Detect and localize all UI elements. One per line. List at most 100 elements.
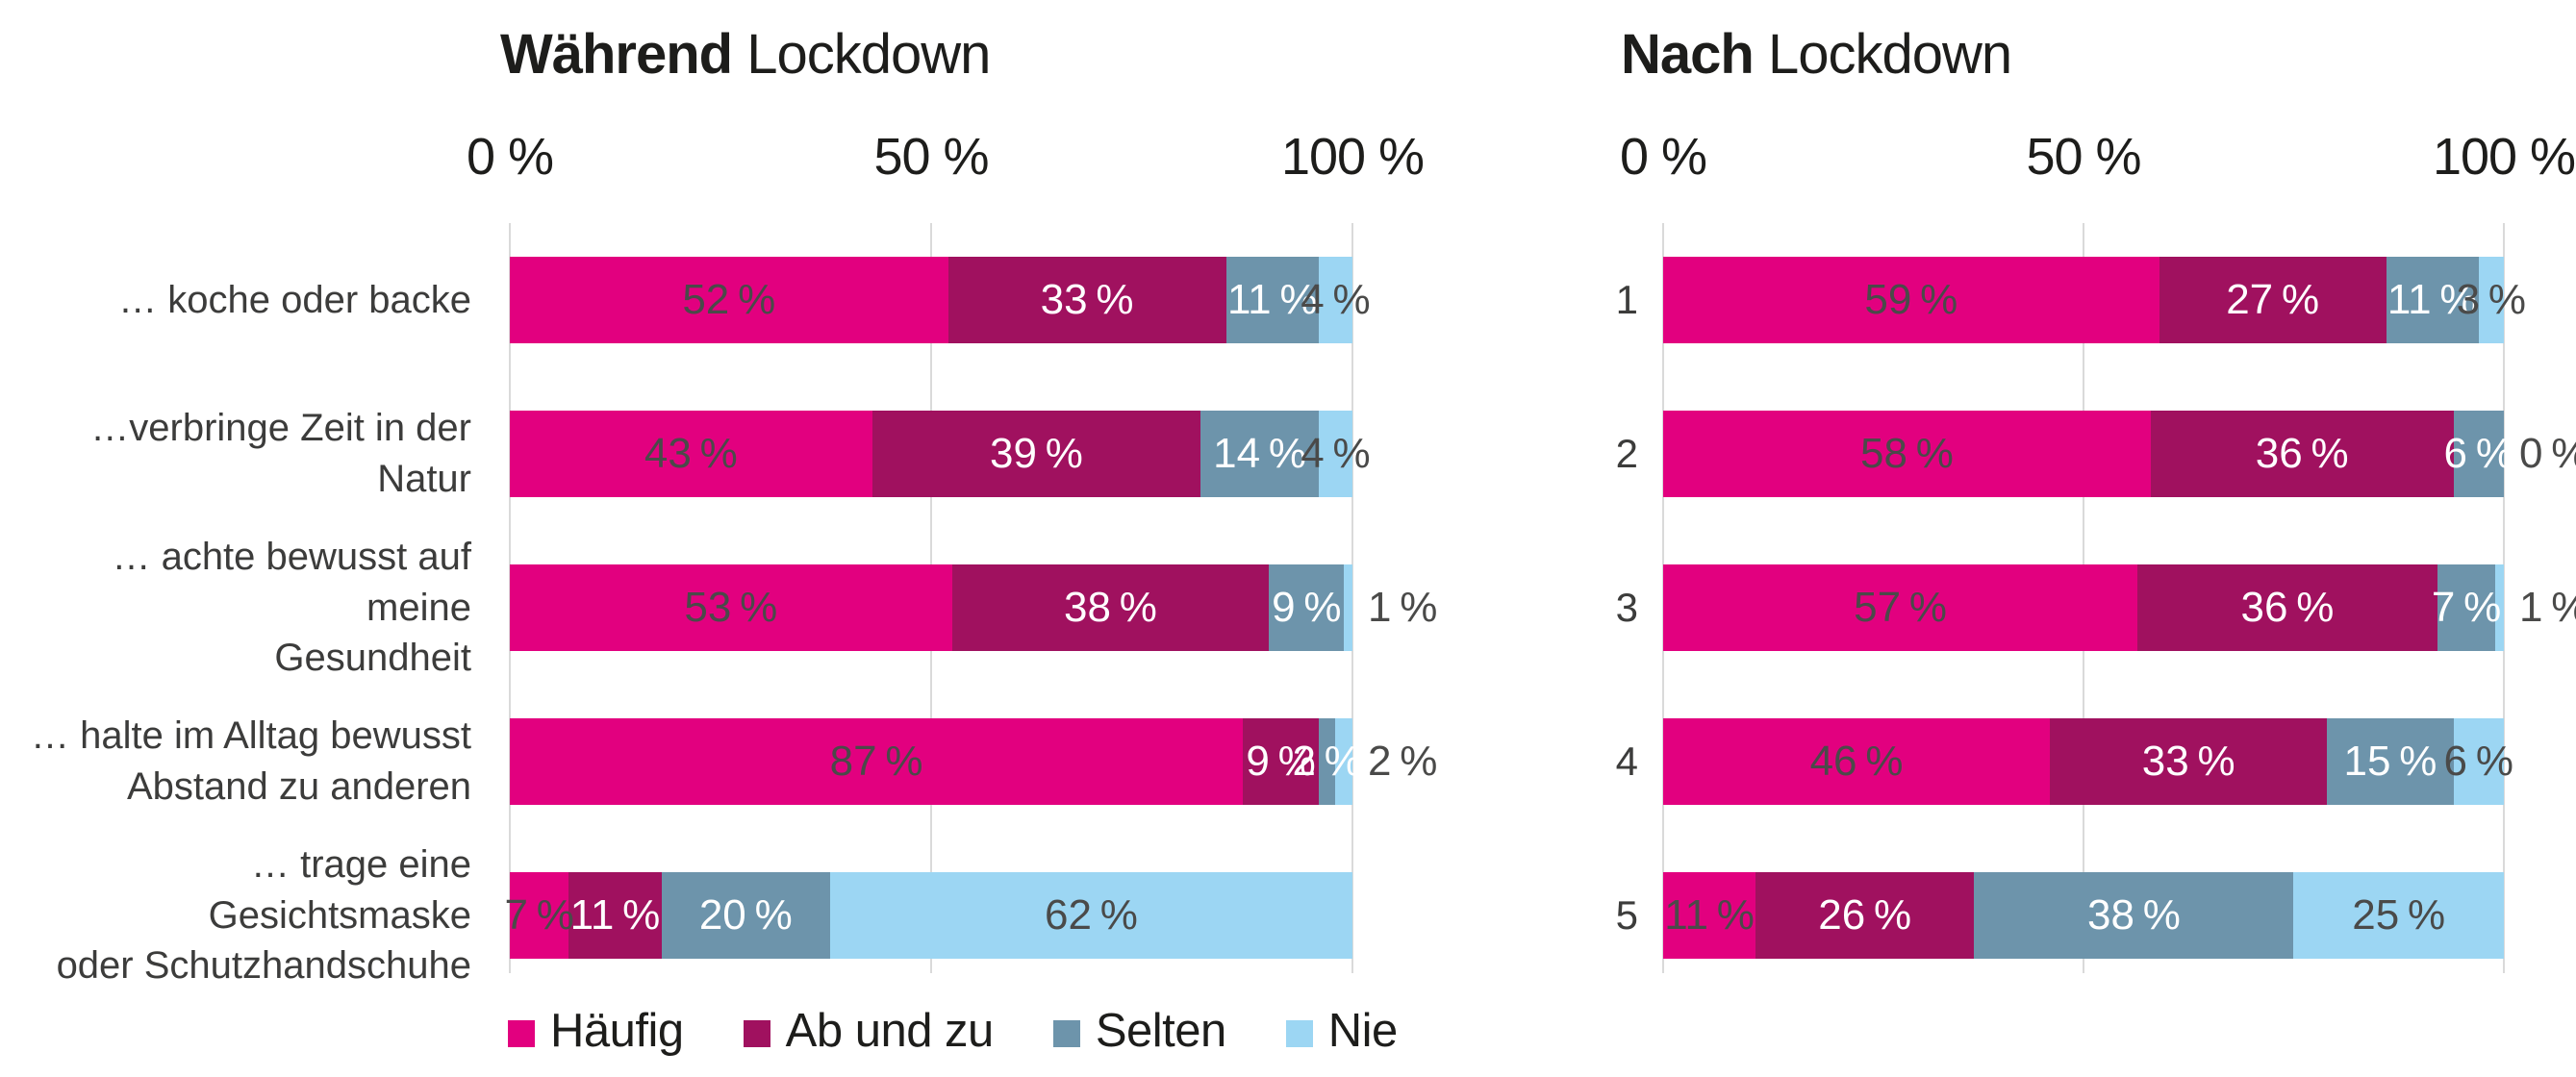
bar-row: 57 % 36 % 7 % 1 %	[1663, 564, 2576, 651]
bar-segment-häufig: 53 %	[510, 564, 952, 651]
bar-segment-nie: 4 %	[1301, 257, 1371, 343]
bar-row: 11 % 26 % 38 % 25 %	[1663, 872, 2504, 959]
legend-label: Ab und zu	[785, 1005, 995, 1057]
value-label: 6 %	[2443, 430, 2514, 477]
bar-segment-ab-und-zu: 26 %	[1755, 872, 1975, 959]
bar-segment-ab-und-zu: 33 %	[2050, 718, 2328, 805]
value-label: 15 %	[2343, 738, 2437, 785]
bar-segment-häufig: 87 %	[510, 718, 1244, 805]
value-label: 46 %	[1809, 738, 1904, 785]
bar-segment-nie: 6 %	[2444, 718, 2513, 805]
bar-track: 43 % 39 % 14 % 4 %	[510, 411, 1371, 497]
value-label: 4 %	[1301, 276, 1371, 323]
bar-row: 58 % 36 % 6 %0 %	[1663, 411, 2576, 497]
bar-segment-ab-und-zu: 38 %	[951, 564, 1270, 651]
bar-segment-selten: 6 %	[2444, 411, 2513, 497]
bar-track: 11 % 26 % 38 % 25 %	[1663, 872, 2504, 959]
value-label: 20 %	[698, 891, 793, 939]
value-label: 9 %	[1272, 584, 1342, 631]
x-axis-tick-0: 0 %	[1619, 128, 1707, 186]
value-label: 7 %	[2431, 584, 2502, 631]
bar-segment-ab-und-zu: 36 %	[2150, 411, 2454, 497]
value-label: 7 %	[504, 891, 574, 939]
bar-segment-selten: 7 %	[2432, 564, 2502, 651]
bar-segment-ab-und-zu: 11 %	[568, 872, 662, 959]
bar-segment-nie: 3 %	[2457, 257, 2527, 343]
bar-track: 87 % 9 % 2 % 2 %	[510, 718, 1438, 805]
bar-segment-ab-und-zu: 36 %	[2137, 564, 2437, 651]
value-label: 59 %	[1864, 276, 1958, 323]
bar-segment-häufig: 7 %	[504, 872, 574, 959]
category-label: … koche oder backe	[118, 278, 471, 321]
bar-segment-selten: 9 %	[1269, 564, 1345, 651]
legend-item-ab-und-zu: Ab und zu	[743, 1005, 995, 1057]
gridline-100	[2503, 223, 2505, 973]
category-label: 5	[1615, 892, 1638, 939]
bar-segment-häufig: 52 %	[510, 257, 948, 343]
bar-track: 58 % 36 % 6 %0 %	[1663, 411, 2576, 497]
bar-row: 59 % 27 % 11 % 3 %	[1663, 257, 2527, 343]
bar-track: 52 % 33 % 11 % 4 %	[510, 257, 1371, 343]
bar-row: 87 % 9 % 2 % 2 %	[510, 718, 1438, 805]
chart-title-during: Während Lockdown	[500, 27, 991, 83]
chart-title-bold-word: Während	[500, 23, 733, 86]
legend-item-nie: Nie	[1285, 1005, 1399, 1057]
bar-track: 7 % 11 % 20 % 62 %	[504, 872, 1352, 959]
value-label: 62 %	[1044, 891, 1138, 939]
legend-item-häufig: Häufig	[508, 1008, 684, 1055]
value-label: 38 %	[1064, 584, 1157, 631]
bar-segment-nie: 62 %	[829, 872, 1352, 959]
bar-row: 53 % 38 % 9 % 1 %	[510, 564, 1438, 651]
bar-row: 43 % 39 % 14 % 4 %	[510, 411, 1371, 497]
value-label: 38 %	[2086, 891, 2181, 939]
bar-segment-selten: 38 %	[1974, 872, 2294, 959]
value-label: 14 %	[1213, 430, 1307, 477]
chart-title-regular-word: Lockdown	[732, 23, 991, 86]
value-label: 2 %	[1292, 738, 1362, 785]
bar-row: 7 % 11 % 20 % 62 %	[504, 872, 1352, 959]
category-labels-column: 1 2 3 4 5	[1578, 223, 1663, 973]
bar-segment-selten: 11 %	[2386, 257, 2479, 343]
value-label: 25 %	[2352, 891, 2446, 939]
legend-swatch-icon	[743, 1019, 770, 1047]
value-label: 57 %	[1854, 584, 1948, 631]
chart-title-regular-word: Lockdown	[1753, 23, 2012, 86]
x-axis-tick-50: 50 %	[873, 128, 989, 186]
value-label: 43 %	[644, 430, 738, 477]
legend-label: Nie	[1327, 1005, 1399, 1057]
bar-segment-selten: 11 %	[1225, 257, 1319, 343]
value-label: 11 %	[569, 891, 661, 939]
plot-area: 52 % 33 % 11 % 4 % 43 % 39 % 14 % 4 % 53 % 38 % 9 …	[467, 131, 1438, 973]
bar-segment-häufig: 57 %	[1663, 564, 2138, 651]
legend-item-selten: Selten	[1052, 1008, 1226, 1055]
bar-track: 57 % 36 % 7 % 1 %	[1663, 564, 2576, 651]
value-label-outside: 0 %	[2519, 430, 2576, 477]
legend-swatch-icon	[508, 1019, 535, 1047]
value-label: 87 %	[829, 738, 923, 785]
value-label-outside: 1 %	[2519, 584, 2576, 631]
bar-segment-ab-und-zu: 33 %	[947, 257, 1226, 343]
category-label: … halte im Alltag bewusst Abstand zu and…	[31, 714, 471, 808]
bar-segment-selten: 15 %	[2327, 718, 2454, 805]
bar-segment-ab-und-zu: 27 %	[2159, 257, 2387, 343]
value-label-outside: 2 %	[1368, 738, 1438, 785]
category-label: 3	[1615, 585, 1638, 631]
category-label: 1	[1615, 277, 1638, 323]
value-label: 33 %	[2141, 738, 2235, 785]
value-label: 39 %	[990, 430, 1083, 477]
bar-segment-häufig: 59 %	[1663, 257, 2159, 343]
bar-rows: 59 %27 %11 %3 %58 %36 %6 %0 %57 %36 %7 %…	[1663, 223, 2576, 959]
bar-row: 52 % 33 % 11 % 4 %	[510, 257, 1371, 343]
bar-segment-nie: 25 %	[2293, 872, 2504, 959]
value-label: 33 %	[1040, 276, 1134, 323]
chart-grid-area: … koche oder backe …verbringe Zeit in der…	[0, 131, 1438, 988]
bar-segment-ab-und-zu: 39 %	[871, 411, 1201, 497]
bar-segment-häufig: 43 %	[510, 411, 872, 497]
value-label: 3 %	[2456, 276, 2527, 323]
legend: Häufig Ab und zu Selten Nie	[508, 1008, 1398, 1055]
category-labels-column: … koche oder backe …verbringe Zeit in der…	[0, 223, 510, 988]
category-label: … achte bewusst auf meine Gesundheit	[112, 535, 471, 680]
bar-segment-selten: 14 %	[1200, 411, 1319, 497]
value-label: 26 %	[1818, 891, 1912, 939]
